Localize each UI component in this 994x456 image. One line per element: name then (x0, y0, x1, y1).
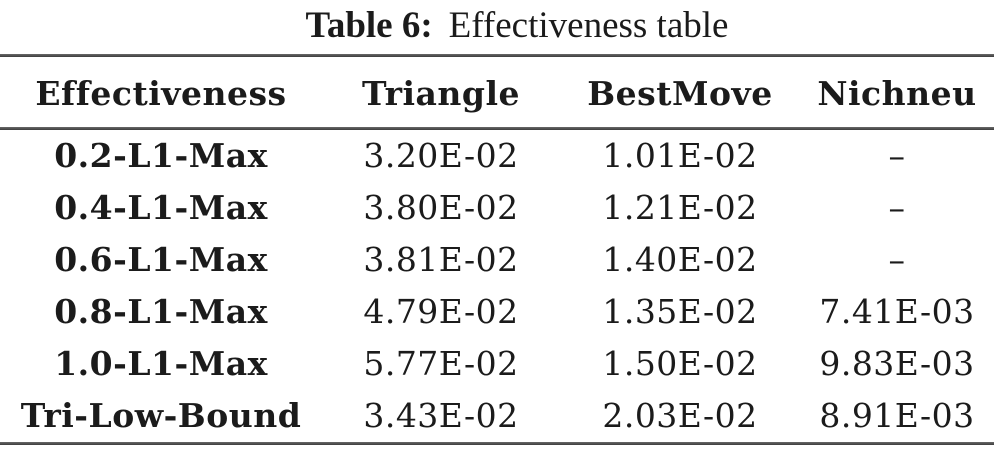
bestmove-value: 1.50E-02 (602, 344, 758, 383)
row-label: 0.2-L1-Max (54, 136, 268, 175)
bestmove-value: 2.03E-02 (602, 396, 758, 435)
table-row: Tri-Low-Bound 3.43E-02 2.03E-02 8.91E-03 (0, 390, 994, 442)
column-header-effectiveness: Effectiveness (35, 74, 287, 113)
row-label: 0.6-L1-Max (54, 240, 268, 279)
nichneu-value: 7.41E-03 (819, 292, 975, 331)
nichneu-value: – (888, 240, 906, 279)
nichneu-value: – (888, 136, 906, 175)
table-row: 0.4-L1-Max 3.80E-02 1.21E-02 – (0, 182, 994, 234)
row-label: 0.8-L1-Max (54, 292, 268, 331)
bottom-rule (0, 442, 994, 445)
table-row: 0.6-L1-Max 3.81E-02 1.40E-02 – (0, 234, 994, 286)
table-caption: Table 6: Effectiveness table (0, 0, 994, 54)
nichneu-value: 9.83E-03 (819, 344, 975, 383)
column-header-bestmove: BestMove (587, 74, 773, 113)
header-rule (0, 127, 994, 130)
bestmove-value: 1.35E-02 (602, 292, 758, 331)
triangle-value: 3.80E-02 (363, 188, 519, 227)
triangle-value: 3.81E-02 (363, 240, 519, 279)
top-rule (0, 54, 994, 57)
nichneu-value: – (888, 188, 906, 227)
triangle-value: 5.77E-02 (363, 344, 519, 383)
table-row: 1.0-L1-Max 5.77E-02 1.50E-02 9.83E-03 (0, 338, 994, 390)
bestmove-value: 1.01E-02 (602, 136, 758, 175)
column-header-triangle: Triangle (361, 74, 521, 113)
row-label: 1.0-L1-Max (54, 344, 268, 383)
table-header-row: Effectiveness Triangle BestMove Nichneu (0, 57, 994, 127)
table-caption-number: Table 6: (305, 5, 433, 46)
triangle-value: 3.20E-02 (363, 136, 519, 175)
nichneu-value: 8.91E-03 (819, 396, 975, 435)
row-label: Tri-Low-Bound (20, 396, 302, 435)
table-row: 0.2-L1-Max 3.20E-02 1.01E-02 – (0, 130, 994, 182)
triangle-value: 4.79E-02 (363, 292, 519, 331)
bestmove-value: 1.21E-02 (602, 188, 758, 227)
bestmove-value: 1.40E-02 (602, 240, 758, 279)
table-caption-title: Effectiveness table (448, 5, 729, 46)
table-row: 0.8-L1-Max 4.79E-02 1.35E-02 7.41E-03 (0, 286, 994, 338)
column-header-nichneu: Nichneu (817, 74, 977, 113)
row-label: 0.4-L1-Max (54, 188, 268, 227)
triangle-value: 3.43E-02 (363, 396, 519, 435)
